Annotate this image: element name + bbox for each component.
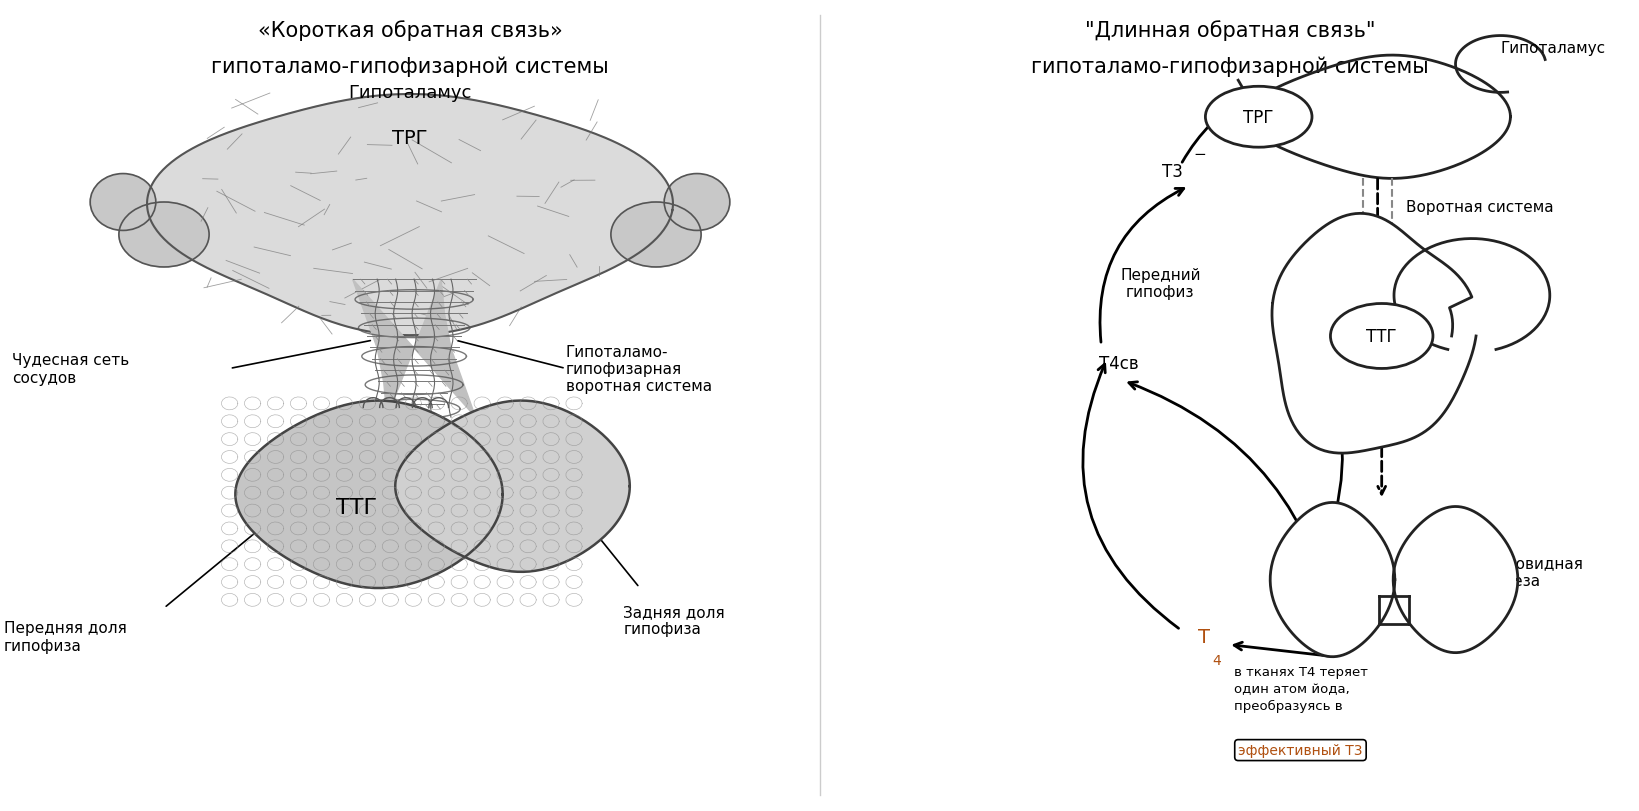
Polygon shape	[148, 95, 672, 336]
Text: −: −	[1318, 363, 1334, 383]
Text: Т4св: Т4св	[1098, 354, 1139, 372]
Polygon shape	[1244, 56, 1510, 179]
Text: Задняя доля
гипофиза: Задняя доля гипофиза	[623, 604, 724, 637]
Text: ТРГ: ТРГ	[392, 128, 428, 148]
Text: 4: 4	[1283, 323, 1292, 336]
Text: Чудесная сеть
сосудов: Чудесная сеть сосудов	[13, 353, 129, 385]
Text: −: −	[1300, 297, 1314, 316]
Ellipse shape	[90, 174, 156, 231]
Ellipse shape	[611, 203, 701, 268]
Text: −: −	[1193, 148, 1205, 162]
Polygon shape	[1272, 214, 1475, 453]
Text: ТТГ: ТТГ	[336, 497, 377, 517]
Text: Воротная система: Воротная система	[1406, 200, 1554, 214]
Text: +: +	[1393, 427, 1408, 444]
Text: Т: Т	[1198, 627, 1210, 646]
Text: Передний
гипофиз: Передний гипофиз	[1119, 268, 1200, 300]
Polygon shape	[1393, 239, 1549, 350]
Text: Т3св: Т3св	[1295, 354, 1336, 372]
Ellipse shape	[120, 203, 210, 268]
Text: Т3: Т3	[1162, 163, 1183, 181]
Polygon shape	[1393, 507, 1518, 653]
Text: 4: 4	[1211, 653, 1219, 667]
Text: +: +	[1395, 230, 1410, 248]
Polygon shape	[1270, 503, 1393, 657]
Text: Т: Т	[1270, 301, 1283, 319]
Text: Гипоталамо-
гипофизарная
воротная система: Гипоталамо- гипофизарная воротная систем…	[565, 344, 711, 394]
Text: Передняя доля
гипофиза: Передняя доля гипофиза	[5, 620, 126, 653]
Polygon shape	[395, 401, 629, 572]
Text: гипоталамо-гипофизарной системы: гипоталамо-гипофизарной системы	[211, 57, 608, 77]
Ellipse shape	[664, 174, 729, 231]
Text: Гипоталамус: Гипоталамус	[1500, 41, 1605, 56]
Text: Гипоталамус: Гипоталамус	[347, 84, 472, 102]
Polygon shape	[352, 280, 475, 418]
Polygon shape	[1378, 596, 1408, 624]
Polygon shape	[236, 401, 503, 588]
Text: ТТГ: ТТГ	[1365, 328, 1396, 345]
Text: Щитовидная
железа: Щитовидная железа	[1480, 556, 1582, 588]
Text: эффективный Т3: эффективный Т3	[1237, 743, 1362, 757]
Ellipse shape	[1329, 304, 1432, 369]
Text: ТРГ: ТРГ	[1242, 109, 1274, 127]
Ellipse shape	[1205, 87, 1311, 148]
Text: «Короткая обратная связь»: «Короткая обратная связь»	[257, 20, 562, 41]
Text: "Длинная обратная связь": "Длинная обратная связь"	[1083, 20, 1375, 41]
Text: в тканях Т4 теряет
один атом йода,
преобразуясь в: в тканях Т4 теряет один атом йода, преоб…	[1234, 665, 1367, 712]
Text: гипоталамо-гипофизарной системы: гипоталамо-гипофизарной системы	[1031, 57, 1428, 77]
